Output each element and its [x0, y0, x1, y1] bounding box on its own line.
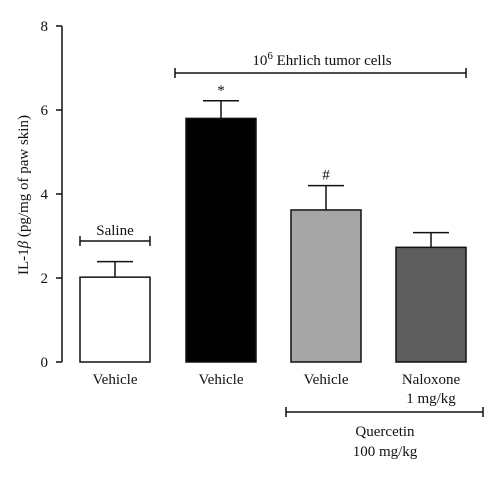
bar [395, 246, 467, 363]
y-axis: 0 2 4 6 8 [41, 19, 63, 371]
y-axis-label: IL-1β (pg/mg of paw skin) [16, 115, 32, 275]
error-bar [413, 231, 449, 248]
significance-mark: * [217, 83, 225, 99]
saline-label: Saline [96, 223, 134, 239]
y-tick-label: 4 [41, 187, 49, 203]
tumor-cells-label: 106 Ehrlich tumor cells [252, 50, 391, 69]
y-tick-label: 2 [41, 271, 49, 287]
bar [185, 117, 257, 363]
error-bar [308, 184, 344, 210]
bar [79, 276, 151, 363]
category-label: Vehicle [304, 372, 349, 388]
quercetin-label: Quercetin [355, 424, 415, 440]
quercetin-bracket: Quercetin 100 mg/kg [285, 407, 484, 460]
category-label: Vehicle [93, 372, 138, 388]
category-label: Naloxone [402, 372, 461, 388]
category-label: 1 mg/kg [406, 391, 456, 407]
bar [290, 209, 362, 363]
saline-bracket: Saline [79, 223, 151, 246]
bars: *# [79, 83, 467, 363]
quercetin-dose-label: 100 mg/kg [353, 444, 418, 460]
significance-mark: # [322, 168, 330, 184]
category-label: Vehicle [199, 372, 244, 388]
error-bar [97, 260, 133, 278]
tumor-cells-bracket: 106 Ehrlich tumor cells [174, 50, 467, 78]
error-bar [203, 100, 239, 119]
y-tick-label: 0 [41, 355, 49, 371]
y-tick-label: 8 [41, 19, 49, 35]
category-labels: Vehicle Vehicle Vehicle Naloxone 1 mg/kg [93, 372, 461, 407]
y-tick-label: 6 [41, 103, 49, 119]
